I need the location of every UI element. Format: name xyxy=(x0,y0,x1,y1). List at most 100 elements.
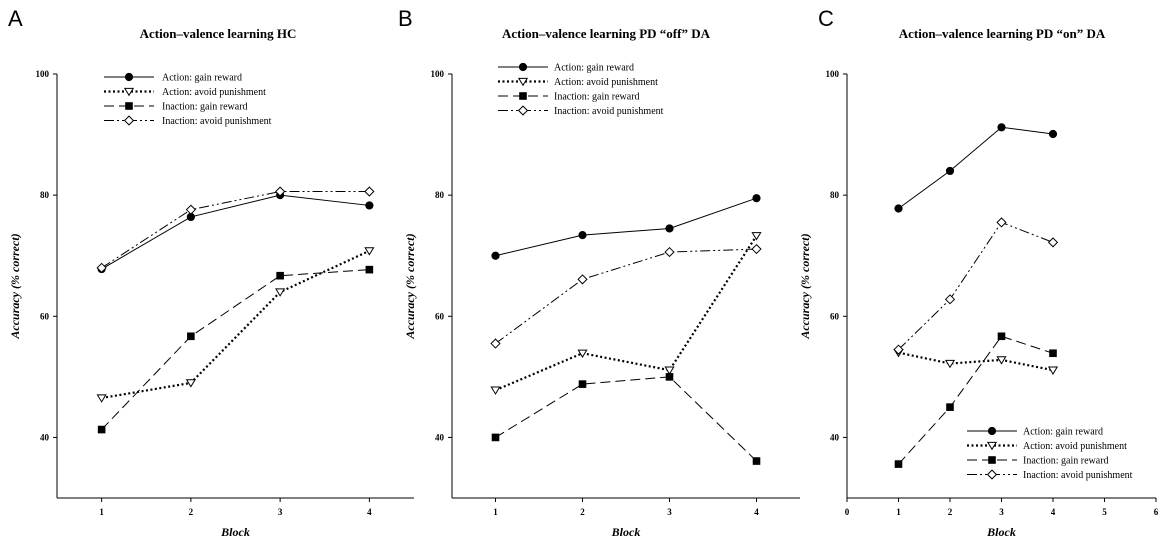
series-filled-circle xyxy=(894,123,1058,213)
series-line xyxy=(101,269,370,430)
series-line xyxy=(495,197,757,257)
data-point xyxy=(997,123,1006,132)
data-point xyxy=(577,274,588,285)
data-point xyxy=(752,194,761,203)
series-open-diamond xyxy=(893,217,1059,355)
legend: Action: gain reward Action: avoid punishm… xyxy=(967,426,1133,481)
data-point xyxy=(1048,129,1058,139)
x-tick-label: 3 xyxy=(999,507,1004,517)
data-point xyxy=(665,224,674,233)
data-point xyxy=(490,338,501,349)
data-point xyxy=(364,247,375,256)
series-line xyxy=(101,249,370,400)
x-tick-label: 5 xyxy=(1102,507,1107,517)
legend-label: Inaction: gain reward xyxy=(1023,456,1109,467)
legend-marker xyxy=(987,426,997,436)
data-point xyxy=(945,166,955,176)
y-tick-label: 100 xyxy=(36,69,50,79)
legend: Action: gain reward Action: avoid punishm… xyxy=(104,72,272,127)
x-tick-label: 0 xyxy=(845,507,850,517)
data-point xyxy=(996,217,1007,228)
y-tick-label: 80 xyxy=(435,190,445,200)
legend-label: Inaction: avoid punishment xyxy=(554,106,664,117)
data-point xyxy=(893,344,904,355)
x-tick-label: 4 xyxy=(1051,507,1056,517)
series-filled-square xyxy=(97,265,374,434)
y-tick-label: 40 xyxy=(830,432,840,442)
y-tick-label: 40 xyxy=(435,432,445,442)
legend-label: Inaction: avoid punishment xyxy=(1023,470,1133,481)
legend-marker xyxy=(986,469,998,480)
legend-marker xyxy=(517,77,529,87)
legend-label: Inaction: gain reward xyxy=(554,92,640,103)
data-point xyxy=(1049,349,1057,358)
x-tick-label: 2 xyxy=(580,507,585,517)
y-axis-label: Accuracy (% correct) xyxy=(798,233,812,339)
legend-label: Action: gain reward xyxy=(162,73,242,84)
x-tick-label: 1 xyxy=(493,507,498,517)
data-point xyxy=(894,460,903,468)
legend-marker xyxy=(517,105,529,116)
series-filled-circle xyxy=(97,191,374,274)
data-point xyxy=(96,394,107,403)
legend: Action: gain reward Action: avoid punishm… xyxy=(498,63,664,117)
data-point xyxy=(490,386,501,395)
data-point xyxy=(664,366,675,375)
series-line xyxy=(898,335,1054,465)
series-line xyxy=(495,376,757,462)
series-line xyxy=(495,235,758,392)
series-filled-circle xyxy=(491,194,761,260)
data-point xyxy=(894,204,903,213)
y-tick-label: 100 xyxy=(431,69,445,79)
series-line xyxy=(495,248,757,344)
y-axis-label: Accuracy (% correct) xyxy=(403,233,417,339)
data-point xyxy=(577,349,588,358)
y-tick-label: 60 xyxy=(830,311,840,321)
legend-label: Inaction: avoid punishment xyxy=(162,116,272,127)
data-point xyxy=(491,433,500,442)
y-tick-label: 80 xyxy=(830,190,840,200)
legend-marker xyxy=(125,102,133,110)
data-point xyxy=(665,373,674,381)
series-open-triangle-down xyxy=(96,247,375,403)
data-point xyxy=(997,332,1006,341)
x-axis-label: Block xyxy=(220,525,250,539)
legend-marker xyxy=(124,72,134,82)
data-point xyxy=(364,186,375,197)
x-tick-label: 6 xyxy=(1154,507,1159,517)
x-tick-label: 2 xyxy=(948,507,953,517)
x-tick-label: 3 xyxy=(278,507,283,517)
series-filled-square xyxy=(894,332,1057,468)
y-tick-label: 60 xyxy=(435,311,445,321)
data-point xyxy=(578,380,587,388)
data-point xyxy=(185,379,196,388)
y-tick-label: 40 xyxy=(40,432,50,442)
legend-label: Action: gain reward xyxy=(1023,427,1103,438)
series-line xyxy=(101,194,370,270)
legend-label: Action: avoid punishment xyxy=(1023,441,1127,452)
series-line xyxy=(898,126,1054,209)
panel-letter: B xyxy=(398,6,413,31)
legend-marker xyxy=(123,115,135,126)
series-open-diamond xyxy=(490,243,762,349)
data-point xyxy=(275,288,286,297)
data-point xyxy=(1047,237,1059,248)
chart-title: Action–valence learning PD “on” DA xyxy=(899,26,1106,41)
legend-label: Action: gain reward xyxy=(554,63,634,74)
data-point xyxy=(365,201,374,210)
x-tick-label: 1 xyxy=(99,507,104,517)
data-point xyxy=(944,294,956,305)
series-filled-square xyxy=(491,373,761,465)
data-point xyxy=(97,425,106,434)
x-tick-label: 3 xyxy=(667,507,672,517)
data-point xyxy=(946,403,954,411)
data-point xyxy=(578,231,587,240)
chart-panel-a: A Action–valence learning HC 40 60 80 100 1 2 3 4… xyxy=(8,6,414,539)
x-axis-label: Block xyxy=(986,525,1016,539)
series-open-diamond xyxy=(96,186,375,273)
y-tick-label: 80 xyxy=(40,190,50,200)
data-point xyxy=(365,265,374,274)
series-open-triangle-down xyxy=(490,232,762,395)
